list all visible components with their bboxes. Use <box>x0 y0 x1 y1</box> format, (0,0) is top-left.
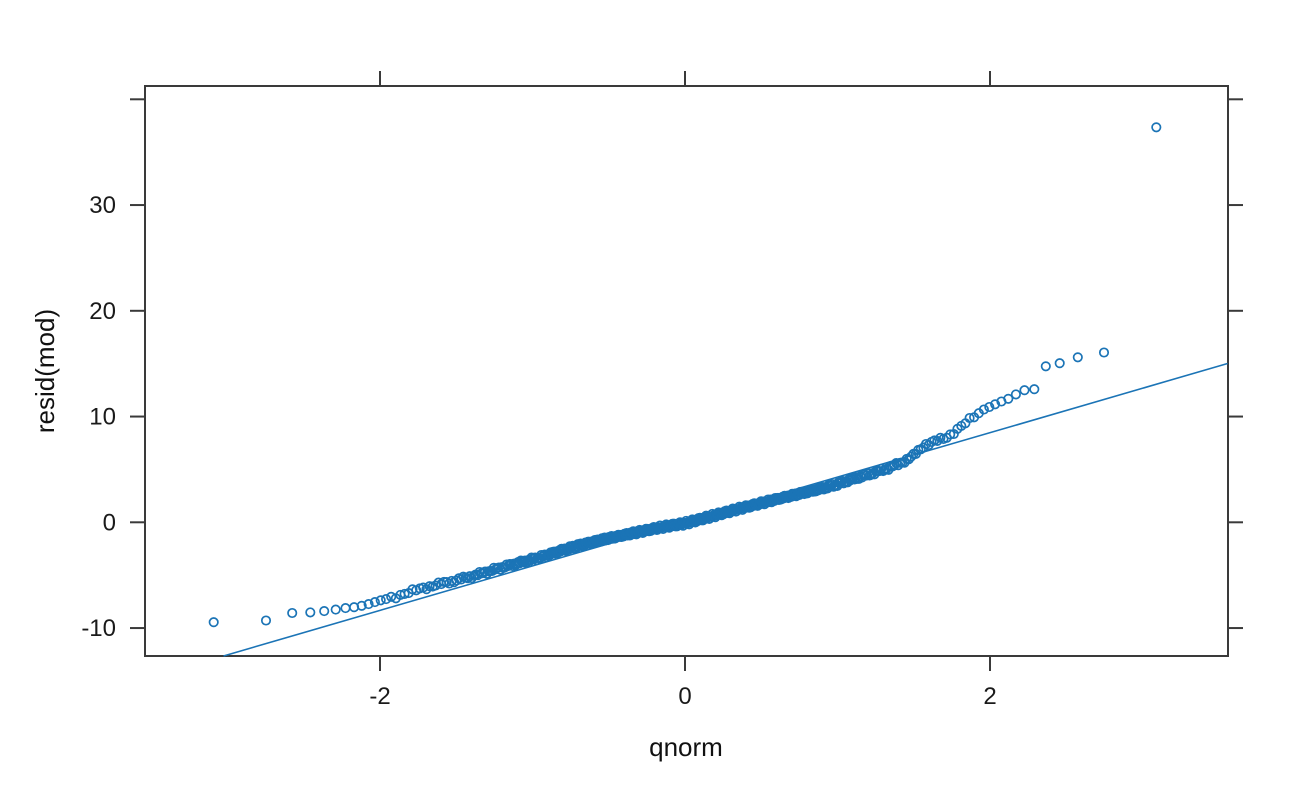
data-point <box>932 435 943 446</box>
data-point <box>1040 361 1051 372</box>
data-point <box>964 412 975 424</box>
data-point <box>984 401 995 413</box>
x-tick-label: 0 <box>678 683 691 710</box>
x-tick-label: -2 <box>369 683 390 710</box>
data-points <box>208 122 1162 628</box>
data-point <box>421 584 432 595</box>
data-point <box>319 606 330 617</box>
data-point <box>369 597 380 608</box>
data-point <box>990 399 1001 410</box>
x-axis-label: qnorm <box>649 732 723 762</box>
y-tick-label: 30 <box>89 192 116 219</box>
y-tick-label: -10 <box>81 615 116 642</box>
data-point <box>1098 347 1110 358</box>
data-point <box>978 404 989 415</box>
data-point <box>1151 122 1162 133</box>
plot-border <box>144 85 1229 657</box>
data-point <box>381 594 392 605</box>
data-point <box>260 615 272 626</box>
axes: -2 0 2 30 20 10 0 -10 <box>81 71 1243 710</box>
y-tick-label: 10 <box>89 404 116 431</box>
data-point <box>430 580 441 591</box>
x-tick-label: 2 <box>983 683 996 710</box>
series <box>208 122 1228 657</box>
data-point <box>1054 358 1065 369</box>
data-point <box>287 607 298 619</box>
data-point <box>363 599 374 610</box>
data-point <box>1003 393 1014 404</box>
data-point <box>330 604 341 615</box>
y-tick-label: 20 <box>89 298 116 325</box>
data-point <box>1019 385 1030 396</box>
data-point <box>356 600 367 611</box>
data-point <box>375 595 386 606</box>
data-point <box>386 591 397 602</box>
data-point <box>945 429 956 440</box>
data-point <box>340 603 351 614</box>
data-point <box>480 566 491 577</box>
data-point <box>399 588 410 599</box>
data-point <box>1072 352 1083 363</box>
data-point <box>1029 384 1040 395</box>
data-point <box>305 607 316 618</box>
y-axis-label: resid(mod) <box>30 309 60 433</box>
y-tick-label: 0 <box>103 509 116 536</box>
data-point <box>1010 389 1021 400</box>
data-point <box>208 617 219 628</box>
data-point <box>462 573 473 584</box>
